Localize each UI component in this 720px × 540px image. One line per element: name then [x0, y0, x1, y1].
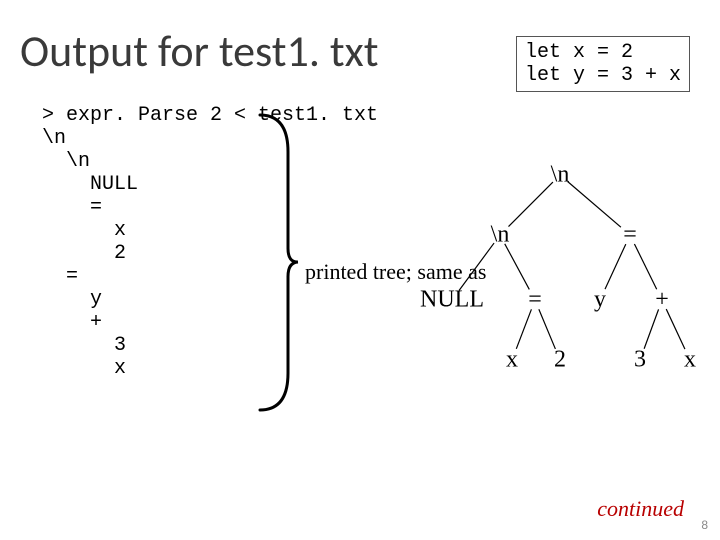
tree-node-null: NULL: [420, 287, 484, 314]
tree-node-y: y: [594, 287, 606, 314]
tree-node-two: 2: [554, 347, 566, 374]
tree-node-three: 3: [634, 347, 646, 374]
tree-node-eq2: =: [623, 222, 637, 249]
tree-node-x2: x: [684, 347, 696, 374]
input-code-box: let x = 2 let y = 3 + x: [516, 36, 690, 92]
continued-label: continued: [597, 496, 684, 522]
tree-node-n2: \n: [491, 222, 510, 249]
tree-node-eq1: =: [528, 287, 542, 314]
tree-node-x1: x: [506, 347, 518, 374]
tree-node-root: \n: [551, 162, 570, 189]
slide-title: Output for test1. txt: [20, 24, 379, 78]
tree-node-plus: +: [655, 287, 669, 314]
console-output: > expr. Parse 2 < test1. txt \n \n NULL …: [42, 104, 378, 380]
page-number: 8: [701, 518, 708, 532]
brace-annotation: printed tree; same as: [305, 260, 486, 284]
